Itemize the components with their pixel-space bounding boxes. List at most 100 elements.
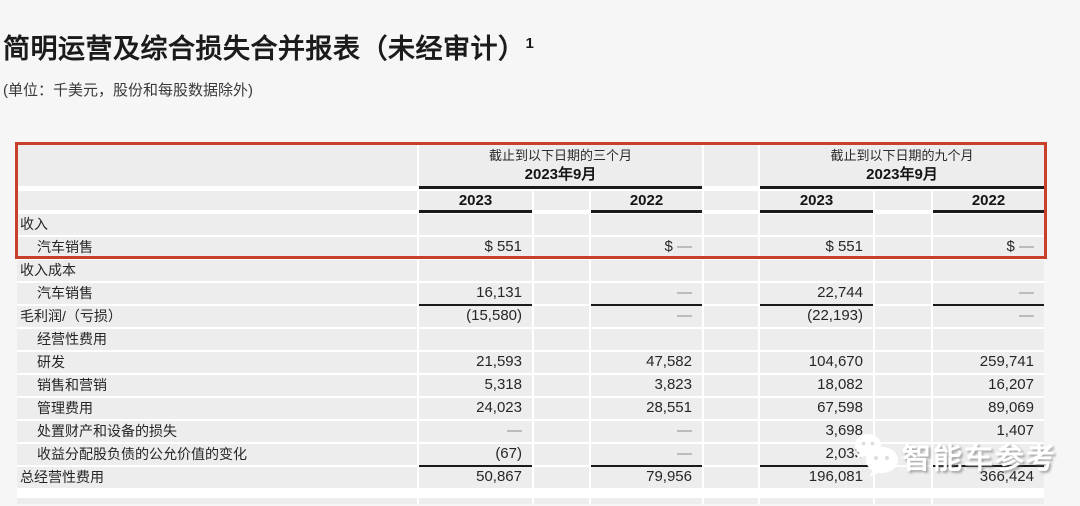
column-spacer: [704, 214, 758, 235]
partial-cell: [760, 498, 873, 504]
table-row: 处置财产和设备的损失 — —3,698 1,407: [17, 421, 1044, 442]
value-cell: —: [591, 283, 702, 304]
column-spacer: [704, 421, 758, 442]
year-column-header: 2022: [933, 191, 1044, 210]
value-cell: [933, 260, 1044, 281]
title-footnote-marker: 1: [525, 35, 535, 52]
value-cell: 67,598: [760, 398, 873, 419]
value-cell: 50,867: [419, 467, 532, 488]
value-cell: 2,033: [760, 444, 873, 465]
partial-cell: [704, 498, 758, 504]
column-spacer: [704, 329, 758, 350]
value-cell: 3,698: [760, 421, 873, 442]
table-row: 汽车销售 $ 551 $ — $ 551 $ —: [17, 237, 1044, 258]
table-row: 收入: [17, 214, 1044, 235]
column-spacer: [704, 398, 758, 419]
column-spacer: [534, 329, 589, 350]
value-cell: [933, 329, 1044, 350]
column-spacer: [704, 352, 758, 373]
table-row: 收益分配股负债的公允价值的变化 (67) — 2,033: [17, 444, 1044, 465]
value-cell: 47,582: [591, 352, 702, 373]
table-row: 管理费用 24,023 28,551 67,598 89,069: [17, 398, 1044, 419]
row-label: 销售和营销: [17, 375, 417, 396]
row-label: 收益分配股负债的公允价值的变化: [17, 444, 417, 465]
page-title: 简明运营及综合损失合并报表（未经审计）1: [3, 34, 535, 64]
partial-cell: [591, 498, 702, 504]
value-cell: 104,670: [760, 352, 873, 373]
table-row: 销售和营销 5,318 3,823 18,082 16,207: [17, 375, 1044, 396]
value-cell: 1,407: [933, 421, 1044, 442]
value-cell: (67): [419, 444, 532, 465]
value-cell: [933, 444, 1044, 465]
column-spacer: [875, 375, 931, 396]
partial-cell: [419, 498, 532, 504]
value-cell: [760, 214, 873, 235]
column-spacer: [704, 444, 758, 465]
year-column-header: 2022: [591, 191, 702, 210]
header-spacer: [704, 191, 758, 210]
partial-cell: [534, 498, 589, 504]
value-cell: —: [933, 306, 1044, 327]
table-row: 收入成本: [17, 260, 1044, 281]
row-label: 管理费用: [17, 398, 417, 419]
column-spacer: [704, 237, 758, 258]
column-spacer: [704, 306, 758, 327]
value-cell: 28,551: [591, 398, 702, 419]
column-spacer: [534, 306, 589, 327]
column-spacer: [875, 421, 931, 442]
value-cell: [591, 214, 702, 235]
value-cell: 366,424: [933, 467, 1044, 488]
value-cell: 18,082: [760, 375, 873, 396]
value-cell: $ 551: [419, 237, 532, 258]
value-cell: 16,131: [419, 283, 532, 304]
value-cell: [760, 260, 873, 281]
column-spacer: [704, 375, 758, 396]
value-cell: —: [933, 283, 1044, 304]
watermark: 智能车参考: [850, 430, 1060, 482]
row-label: 处置财产和设备的损失: [17, 421, 417, 442]
three-month-group-header: 截止到以下日期的三个月 2023年9月: [419, 145, 702, 186]
value-cell: 259,741: [933, 352, 1044, 373]
table-row: 总经营性费用 50,867 79,956 196,081 366,424: [17, 467, 1044, 488]
row-label: 研发: [17, 352, 417, 373]
value-cell: 24,023: [419, 398, 532, 419]
year-header-row: 2023 2022 2023 2022: [17, 191, 1044, 210]
value-cell: [419, 214, 532, 235]
value-cell: 3,823: [591, 375, 702, 396]
table-row: 汽车销售 16,131 — 22,744 —: [17, 283, 1044, 304]
table-body: 收入 汽车销售 $ 551 $ — $ 551 $ — 收入成本 汽车销售 16,131—22,…: [17, 214, 1044, 488]
column-spacer: [875, 260, 931, 281]
table-row: 研发 21,593 47,582 104,670 259,741: [17, 352, 1044, 373]
header-spacer: [875, 191, 931, 210]
header-spacer: [17, 145, 417, 186]
header-spacer: [17, 191, 417, 210]
column-spacer: [875, 237, 931, 258]
period-date: 2023年9月: [524, 165, 597, 183]
value-cell: 79,956: [591, 467, 702, 488]
column-spacer: [534, 421, 589, 442]
row-label: 经营性费用: [17, 329, 417, 350]
row-label: 总经营性费用: [17, 467, 417, 488]
header-spacer: [704, 145, 758, 186]
column-spacer: [534, 260, 589, 281]
value-cell: [419, 260, 532, 281]
value-cell: [760, 329, 873, 350]
column-spacer: [875, 352, 931, 373]
column-spacer: [875, 398, 931, 419]
column-spacer: [534, 214, 589, 235]
column-spacer: [534, 352, 589, 373]
watermark-text: 智能车参考: [902, 443, 1058, 475]
value-cell: —: [591, 306, 702, 327]
column-spacer: [875, 329, 931, 350]
column-spacer: [534, 467, 589, 488]
value-cell: 89,069: [933, 398, 1044, 419]
column-spacer: [875, 467, 931, 488]
column-spacer: [534, 375, 589, 396]
partial-cell: [933, 498, 1044, 504]
value-cell: 22,744: [760, 283, 873, 304]
column-spacer: [875, 283, 931, 304]
value-cell: [591, 260, 702, 281]
value-cell: $ —: [933, 237, 1044, 258]
column-spacer: [704, 467, 758, 488]
row-label: 收入: [17, 214, 417, 235]
